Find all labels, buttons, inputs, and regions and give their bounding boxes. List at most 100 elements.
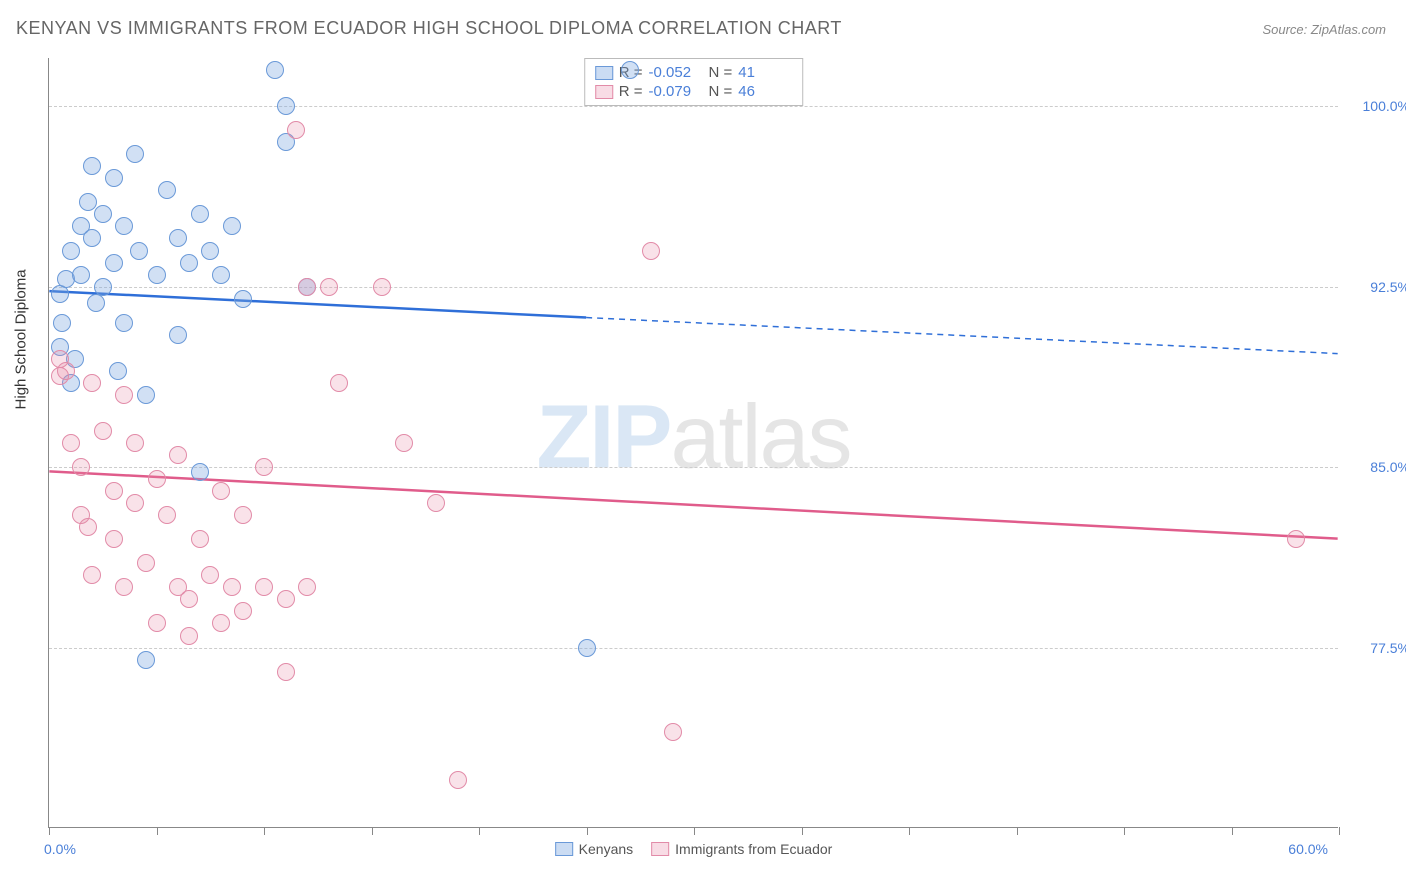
legend-stats-row-ecuador: R = -0.079 N = 46 [595, 82, 793, 101]
stat-N-label: N = [709, 64, 733, 81]
scatter-point-kenyans [169, 326, 187, 344]
stat-N-value-ecuador: 46 [738, 83, 792, 100]
scatter-point-kenyans [87, 294, 105, 312]
scatter-point-kenyans [578, 639, 596, 657]
scatter-point-kenyans [191, 205, 209, 223]
scatter-point-ecuador [234, 506, 252, 524]
y-tick-label: 100.0% [1363, 98, 1406, 114]
trend-line-ecuador [49, 471, 1337, 538]
swatch-pink-icon [651, 842, 669, 856]
gridline [49, 467, 1338, 468]
scatter-point-ecuador [105, 530, 123, 548]
scatter-point-ecuador [427, 494, 445, 512]
scatter-point-kenyans [62, 242, 80, 260]
x-tick [372, 827, 373, 835]
scatter-point-ecuador [330, 374, 348, 392]
scatter-point-kenyans [105, 169, 123, 187]
scatter-point-ecuador [212, 614, 230, 632]
scatter-point-ecuador [148, 614, 166, 632]
swatch-blue-icon [595, 66, 613, 80]
swatch-blue-icon [555, 842, 573, 856]
scatter-point-ecuador [234, 602, 252, 620]
stat-N-label: N = [709, 83, 733, 100]
scatter-point-ecuador [287, 121, 305, 139]
stat-R-label: R = [619, 83, 643, 100]
scatter-point-kenyans [79, 193, 97, 211]
x-tick [1339, 827, 1340, 835]
trend-line-kenyans [49, 291, 586, 317]
scatter-point-kenyans [115, 217, 133, 235]
scatter-point-ecuador [180, 627, 198, 645]
stat-R-value-ecuador: -0.079 [649, 83, 703, 100]
scatter-point-kenyans [137, 651, 155, 669]
scatter-point-ecuador [212, 482, 230, 500]
x-axis-min-label: 0.0% [44, 841, 76, 857]
scatter-point-kenyans [53, 314, 71, 332]
scatter-point-ecuador [83, 566, 101, 584]
x-tick [802, 827, 803, 835]
scatter-point-ecuador [223, 578, 241, 596]
scatter-point-kenyans [115, 314, 133, 332]
trend-lines-svg [49, 58, 1338, 827]
scatter-point-ecuador [298, 278, 316, 296]
scatter-point-ecuador [126, 434, 144, 452]
scatter-point-ecuador [158, 506, 176, 524]
scatter-point-kenyans [158, 181, 176, 199]
scatter-point-kenyans [621, 61, 639, 79]
scatter-point-kenyans [83, 229, 101, 247]
watermark: ZIPatlas [536, 386, 850, 489]
x-tick [157, 827, 158, 835]
x-tick [694, 827, 695, 835]
scatter-point-ecuador [105, 482, 123, 500]
scatter-point-kenyans [212, 266, 230, 284]
scatter-point-kenyans [148, 266, 166, 284]
scatter-point-ecuador [642, 242, 660, 260]
scatter-point-ecuador [664, 723, 682, 741]
scatter-point-kenyans [277, 97, 295, 115]
scatter-point-kenyans [180, 254, 198, 272]
scatter-point-kenyans [191, 463, 209, 481]
gridline [49, 287, 1338, 288]
scatter-point-kenyans [72, 266, 90, 284]
y-tick-label: 85.0% [1370, 459, 1406, 475]
legend-label-ecuador: Immigrants from Ecuador [675, 841, 832, 857]
scatter-point-ecuador [277, 590, 295, 608]
scatter-point-kenyans [126, 145, 144, 163]
scatter-point-ecuador [83, 374, 101, 392]
scatter-point-ecuador [115, 386, 133, 404]
scatter-point-kenyans [105, 254, 123, 272]
scatter-point-kenyans [109, 362, 127, 380]
x-tick [1124, 827, 1125, 835]
scatter-point-ecuador [137, 554, 155, 572]
stat-R-value-kenyans: -0.052 [649, 64, 703, 81]
y-axis-title: High School Diploma [13, 269, 30, 409]
x-tick [1232, 827, 1233, 835]
scatter-point-ecuador [255, 578, 273, 596]
scatter-point-ecuador [94, 422, 112, 440]
scatter-point-kenyans [223, 217, 241, 235]
scatter-point-ecuador [320, 278, 338, 296]
legend-item-ecuador: Immigrants from Ecuador [651, 841, 832, 857]
swatch-pink-icon [595, 85, 613, 99]
scatter-point-ecuador [148, 470, 166, 488]
scatter-point-ecuador [57, 362, 75, 380]
bottom-legend: Kenyans Immigrants from Ecuador [555, 841, 833, 857]
scatter-point-ecuador [191, 530, 209, 548]
scatter-point-kenyans [169, 229, 187, 247]
scatter-point-ecuador [201, 566, 219, 584]
scatter-point-ecuador [298, 578, 316, 596]
scatter-point-kenyans [130, 242, 148, 260]
scatter-point-ecuador [180, 590, 198, 608]
y-tick-label: 92.5% [1370, 279, 1406, 295]
scatter-point-ecuador [395, 434, 413, 452]
scatter-point-ecuador [255, 458, 273, 476]
x-tick [479, 827, 480, 835]
scatter-point-kenyans [83, 157, 101, 175]
x-tick [909, 827, 910, 835]
legend-item-kenyans: Kenyans [555, 841, 633, 857]
scatter-point-kenyans [94, 278, 112, 296]
x-tick [49, 827, 50, 835]
x-tick [587, 827, 588, 835]
scatter-point-ecuador [62, 434, 80, 452]
gridline [49, 106, 1338, 107]
